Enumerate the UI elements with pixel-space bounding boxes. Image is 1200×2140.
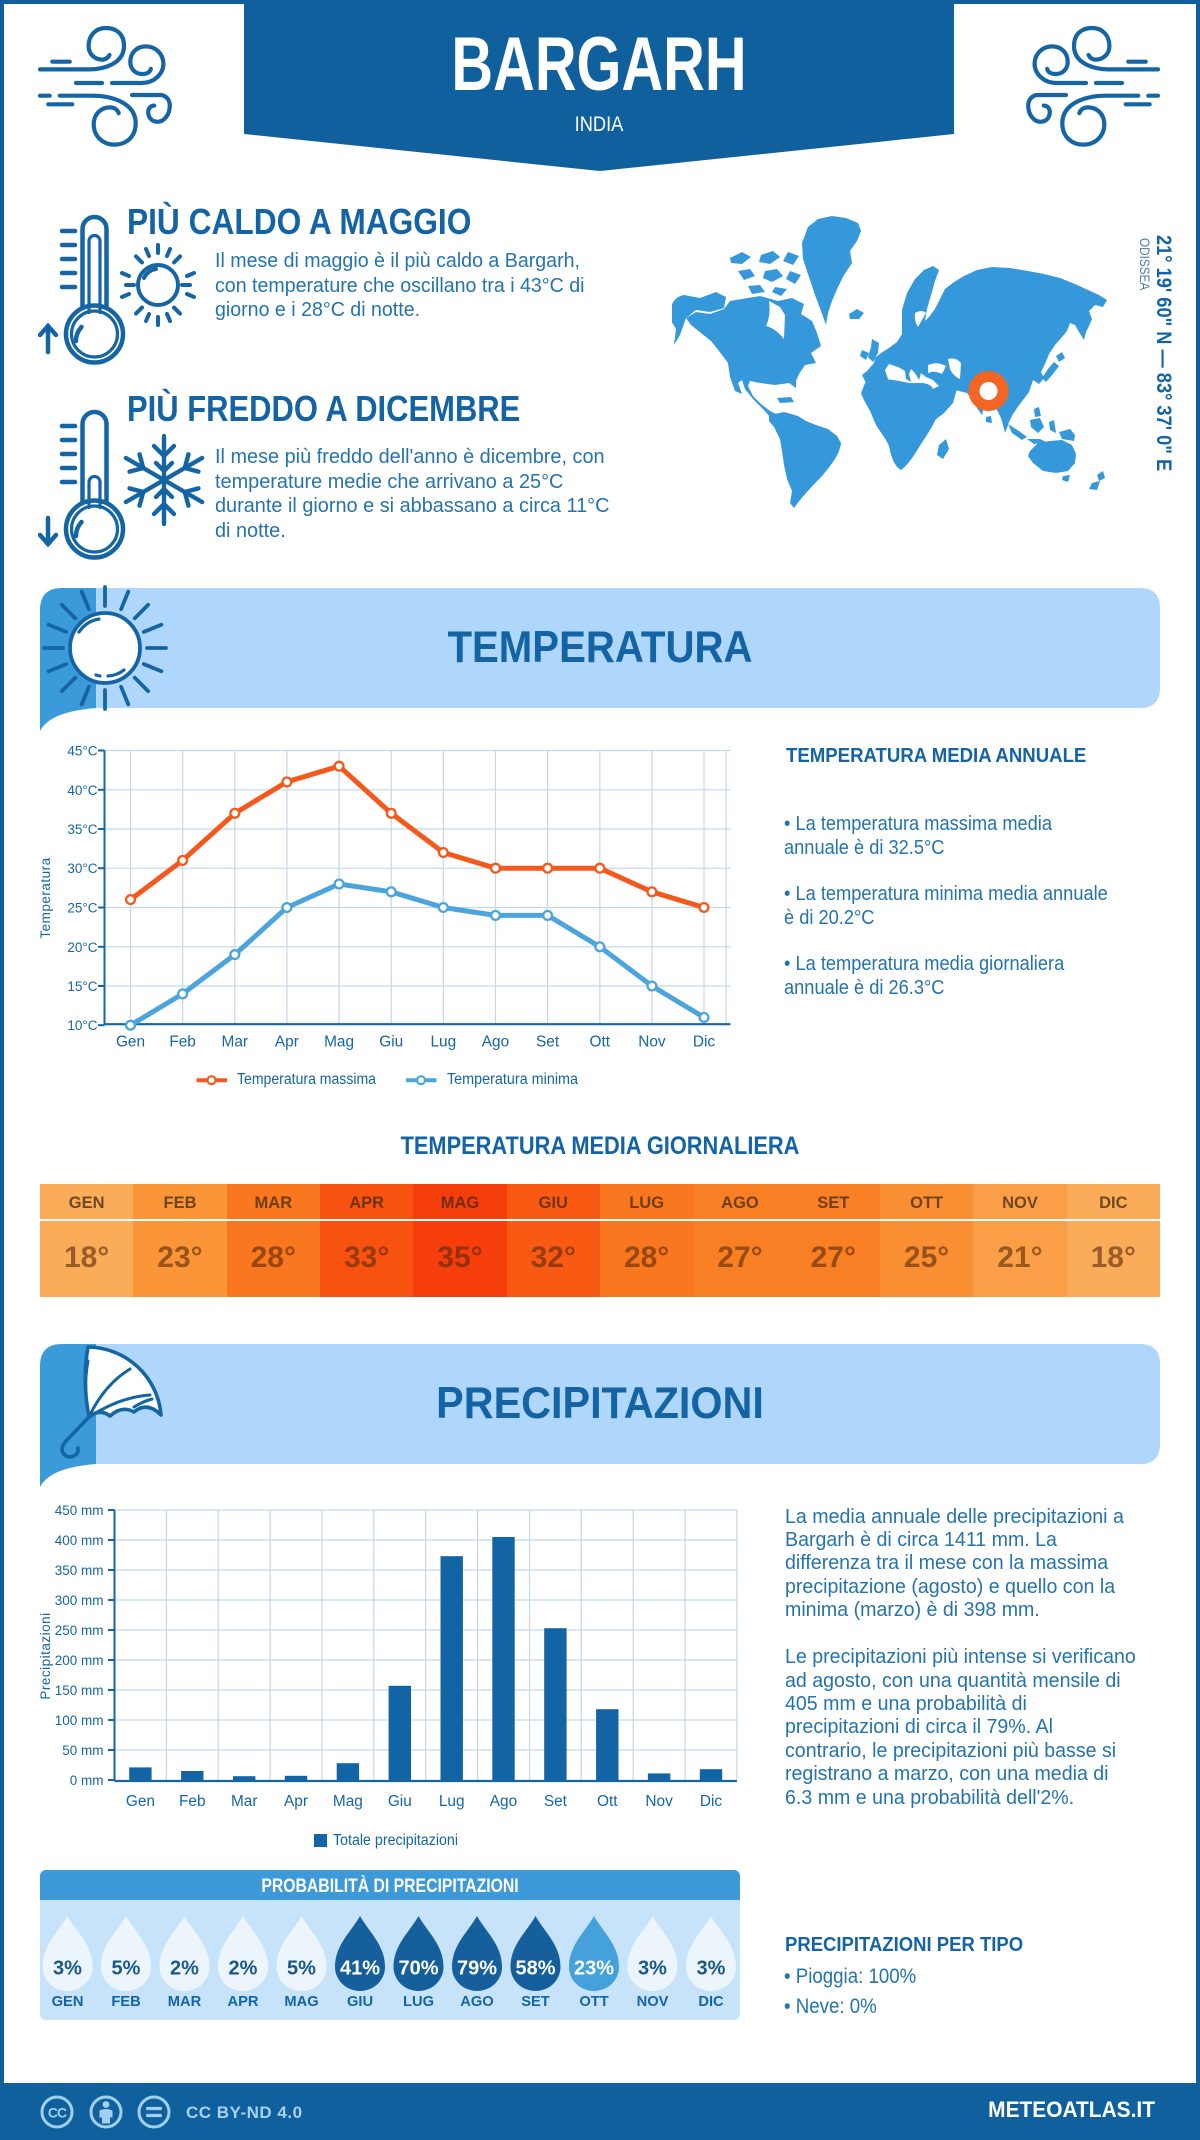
- svg-text:Set: Set: [544, 1793, 568, 1810]
- svg-text:Mag: Mag: [324, 1034, 354, 1051]
- svg-text:23%: 23%: [574, 1958, 614, 1980]
- svg-text:Apr: Apr: [284, 1793, 308, 1810]
- svg-text:AGO: AGO: [460, 1994, 493, 2010]
- svg-text:Totale precipitazioni: Totale precipitazioni: [333, 1832, 458, 1849]
- svg-text:Temperatura minima: Temperatura minima: [447, 1071, 578, 1088]
- svg-text:200 mm: 200 mm: [55, 1653, 104, 1668]
- svg-text:0 mm: 0 mm: [70, 1773, 104, 1788]
- svg-text:Mag: Mag: [333, 1793, 363, 1810]
- svg-text:15°C: 15°C: [67, 979, 97, 994]
- svg-text:400 mm: 400 mm: [55, 1533, 104, 1548]
- svg-text:40°C: 40°C: [67, 783, 97, 798]
- svg-text:25°C: 25°C: [67, 901, 97, 916]
- svg-text:Feb: Feb: [169, 1034, 196, 1051]
- svg-text:Nov: Nov: [638, 1034, 666, 1051]
- svg-text:5%: 5%: [287, 1958, 316, 1980]
- svg-text:GEN: GEN: [52, 1994, 84, 2010]
- svg-text:41%: 41%: [340, 1958, 380, 1980]
- svg-text:Temperatura massima: Temperatura massima: [237, 1071, 376, 1088]
- svg-text:Ago: Ago: [482, 1034, 509, 1051]
- svg-text:LUG: LUG: [403, 1994, 434, 2010]
- svg-text:Mar: Mar: [222, 1034, 249, 1051]
- svg-text:Temperatura: Temperatura: [38, 857, 53, 938]
- svg-text:NOV: NOV: [637, 1994, 669, 2010]
- svg-text:Feb: Feb: [179, 1793, 206, 1810]
- svg-text:FEB: FEB: [111, 1994, 140, 2010]
- svg-text:3%: 3%: [53, 1958, 82, 1980]
- svg-text:20°C: 20°C: [67, 940, 97, 955]
- svg-text:GIU: GIU: [347, 1994, 373, 2010]
- svg-text:2%: 2%: [229, 1958, 258, 1980]
- svg-text:350 mm: 350 mm: [55, 1563, 104, 1578]
- svg-text:Precipitazioni: Precipitazioni: [38, 1612, 53, 1699]
- svg-text:DIC: DIC: [698, 1994, 724, 2010]
- svg-text:3%: 3%: [638, 1958, 667, 1980]
- svg-text:79%: 79%: [457, 1958, 497, 1980]
- svg-text:Apr: Apr: [275, 1034, 299, 1051]
- svg-text:Lug: Lug: [430, 1034, 456, 1051]
- svg-text:SET: SET: [521, 1994, 550, 2010]
- svg-text:Giu: Giu: [388, 1793, 412, 1810]
- svg-text:150 mm: 150 mm: [55, 1683, 104, 1698]
- svg-text:Lug: Lug: [439, 1793, 465, 1810]
- svg-text:Ott: Ott: [597, 1793, 618, 1810]
- svg-text:Nov: Nov: [645, 1793, 673, 1810]
- svg-text:35°C: 35°C: [67, 822, 97, 837]
- svg-text:APR: APR: [227, 1994, 258, 2010]
- svg-text:CC: CC: [48, 2105, 67, 2121]
- svg-text:MAR: MAR: [168, 1994, 202, 2010]
- svg-text:450 mm: 450 mm: [55, 1503, 104, 1518]
- svg-text:30°C: 30°C: [67, 861, 97, 876]
- svg-text:70%: 70%: [398, 1958, 438, 1980]
- svg-text:50 mm: 50 mm: [62, 1743, 103, 1758]
- svg-text:5%: 5%: [112, 1958, 141, 1980]
- svg-text:58%: 58%: [515, 1958, 555, 1980]
- svg-text:Mar: Mar: [231, 1793, 258, 1810]
- svg-text:Set: Set: [536, 1034, 560, 1051]
- svg-text:300 mm: 300 mm: [55, 1593, 104, 1608]
- svg-text:2%: 2%: [170, 1958, 199, 1980]
- svg-text:Ago: Ago: [490, 1793, 517, 1810]
- svg-text:Giu: Giu: [379, 1034, 403, 1051]
- svg-text:45°C: 45°C: [67, 744, 97, 759]
- svg-text:Gen: Gen: [116, 1034, 145, 1051]
- svg-text:10°C: 10°C: [67, 1018, 97, 1033]
- svg-text:Gen: Gen: [126, 1793, 155, 1810]
- svg-text:Dic: Dic: [693, 1034, 716, 1051]
- svg-text:3%: 3%: [697, 1958, 726, 1980]
- svg-text:Ott: Ott: [590, 1034, 611, 1051]
- svg-text:MAG: MAG: [284, 1994, 318, 2010]
- svg-text:Dic: Dic: [700, 1793, 723, 1810]
- svg-text:250 mm: 250 mm: [55, 1623, 104, 1638]
- svg-text:100 mm: 100 mm: [55, 1713, 104, 1728]
- svg-text:OTT: OTT: [579, 1994, 608, 2010]
